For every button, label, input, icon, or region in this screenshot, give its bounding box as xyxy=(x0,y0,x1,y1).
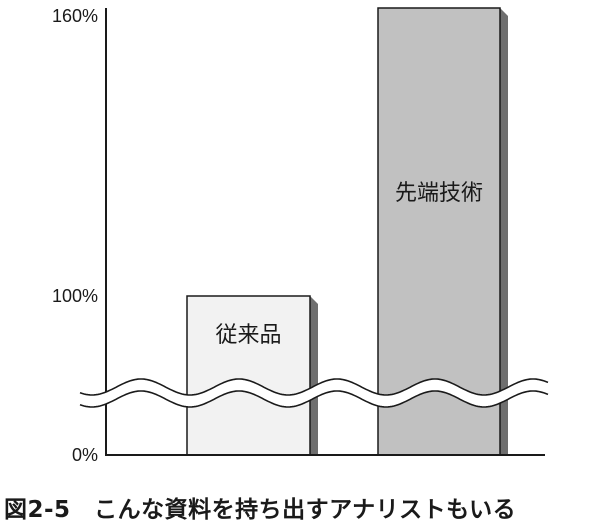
axis-break xyxy=(79,378,549,408)
axis-break-line xyxy=(79,390,549,408)
bar-shadow xyxy=(500,8,508,455)
y-tick-label: 0% xyxy=(72,445,98,465)
caption-text: こんな資料を持ち出すアナリストもいる xyxy=(94,497,517,523)
bar-label: 先端技術 xyxy=(395,181,483,206)
bar-chart: 従来品 先端技術 0% 100% 160% xyxy=(52,6,549,465)
bar-label: 従来品 xyxy=(215,323,281,348)
y-tick-label: 160% xyxy=(52,6,98,26)
axis-break-line xyxy=(79,378,549,396)
bar-shadow xyxy=(310,296,318,455)
y-tick-label: 100% xyxy=(52,286,98,306)
figure-caption: 図2-5 こんな資料を持ち出すアナリストもいる xyxy=(4,490,598,524)
axis-break-fill xyxy=(80,379,548,407)
bar xyxy=(186,295,311,456)
figure-label: 図2-5 xyxy=(4,497,71,523)
